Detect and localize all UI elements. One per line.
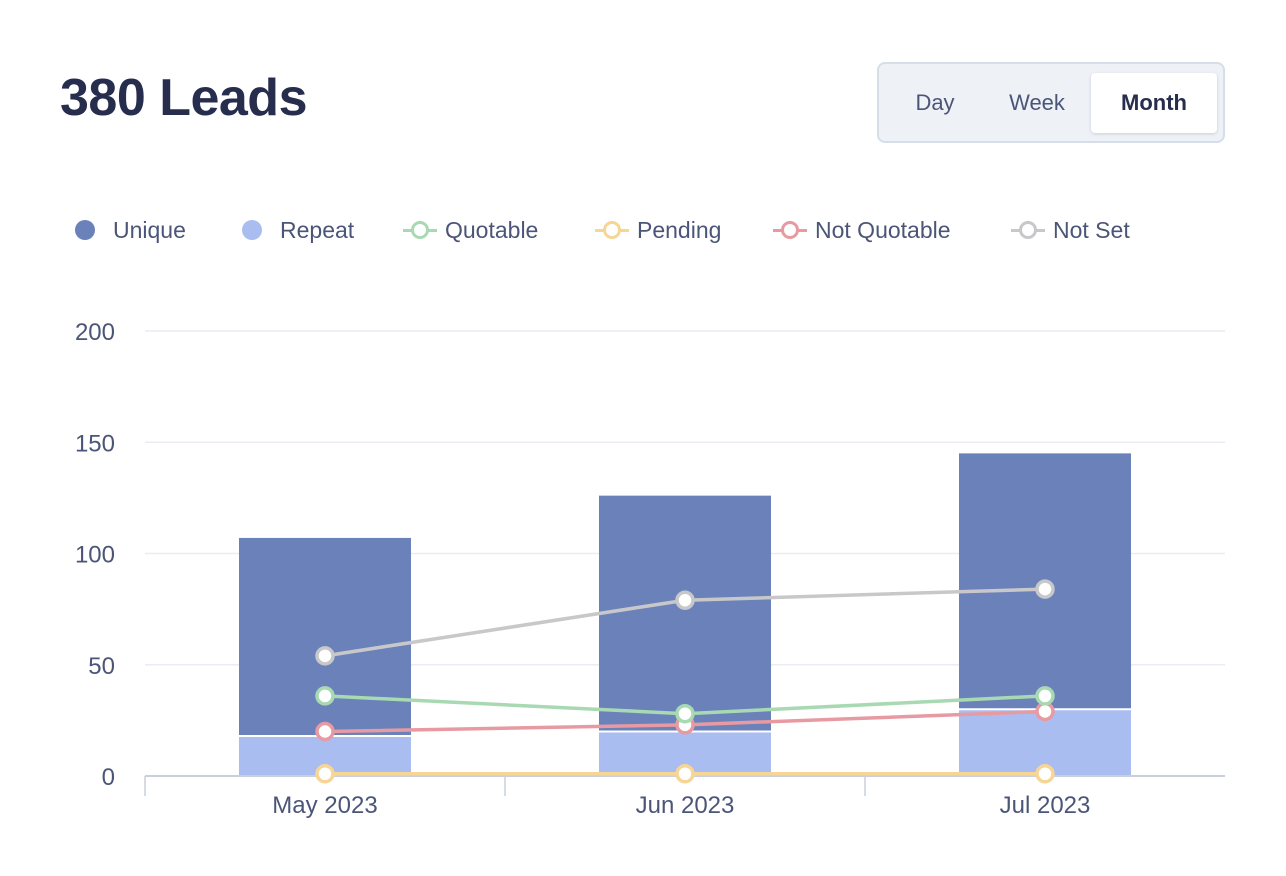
bar-unique	[599, 495, 771, 732]
legend-swatch-unique	[75, 220, 95, 240]
legend-swatch-quotable	[403, 220, 437, 240]
range-week-button[interactable]: Week	[1009, 90, 1065, 115]
point-pending	[675, 764, 695, 784]
range-selector: Day Week Month	[877, 62, 1225, 143]
y-tick-label: 100	[75, 542, 115, 569]
point-quotable	[315, 686, 335, 706]
range-day-button[interactable]: Day	[915, 90, 955, 115]
point-not-set	[1035, 579, 1055, 599]
legend-label-pending: Pending	[637, 216, 722, 243]
legend-swatch-not-quotable	[773, 220, 807, 240]
legend-item-quotable[interactable]: Quotable	[403, 212, 595, 248]
legend-swatch-not-set	[1011, 220, 1045, 240]
point-not-quotable	[315, 721, 335, 742]
legend-item-repeat[interactable]: Repeat	[237, 212, 403, 248]
legend-item-unique[interactable]: Unique	[70, 212, 237, 248]
legend-label-not-quotable: Not Quotable	[815, 216, 951, 243]
legend-item-not-set[interactable]: Not Set	[1011, 212, 1151, 248]
range-month-button[interactable]: Month	[1091, 73, 1217, 133]
page-title: 380 Leads	[60, 69, 308, 127]
legend-item-pending[interactable]: Pending	[595, 212, 773, 248]
legend-item-not-quotable[interactable]: Not Quotable	[773, 212, 1011, 248]
y-tick-label: 200	[75, 319, 115, 346]
y-tick-label: 50	[88, 653, 115, 680]
point-not-set	[675, 590, 695, 610]
y-tick-label: 0	[102, 764, 115, 791]
point-quotable	[675, 703, 695, 724]
point-not-set	[315, 646, 335, 666]
legend-label-unique: Unique	[113, 216, 186, 243]
bar-unique	[239, 537, 411, 736]
legend-swatch-repeat	[242, 220, 262, 240]
point-quotable	[1035, 686, 1055, 706]
legend-label-quotable: Quotable	[445, 216, 539, 243]
point-pending	[1035, 764, 1055, 784]
legend-label-not-set: Not Set	[1053, 216, 1130, 243]
x-tick-label: Jun 2023	[636, 792, 735, 819]
point-pending	[315, 764, 335, 784]
chart-legend: Unique Repeat Quotable Pending Not Quota…	[70, 212, 1151, 248]
legend-label-repeat: Repeat	[280, 216, 355, 243]
x-tick-label: May 2023	[272, 792, 377, 819]
y-tick-label: 150	[75, 430, 115, 457]
legend-swatch-pending	[595, 220, 629, 240]
x-tick-label: Jul 2023	[1000, 792, 1091, 819]
point-not-quotable	[1035, 701, 1055, 722]
